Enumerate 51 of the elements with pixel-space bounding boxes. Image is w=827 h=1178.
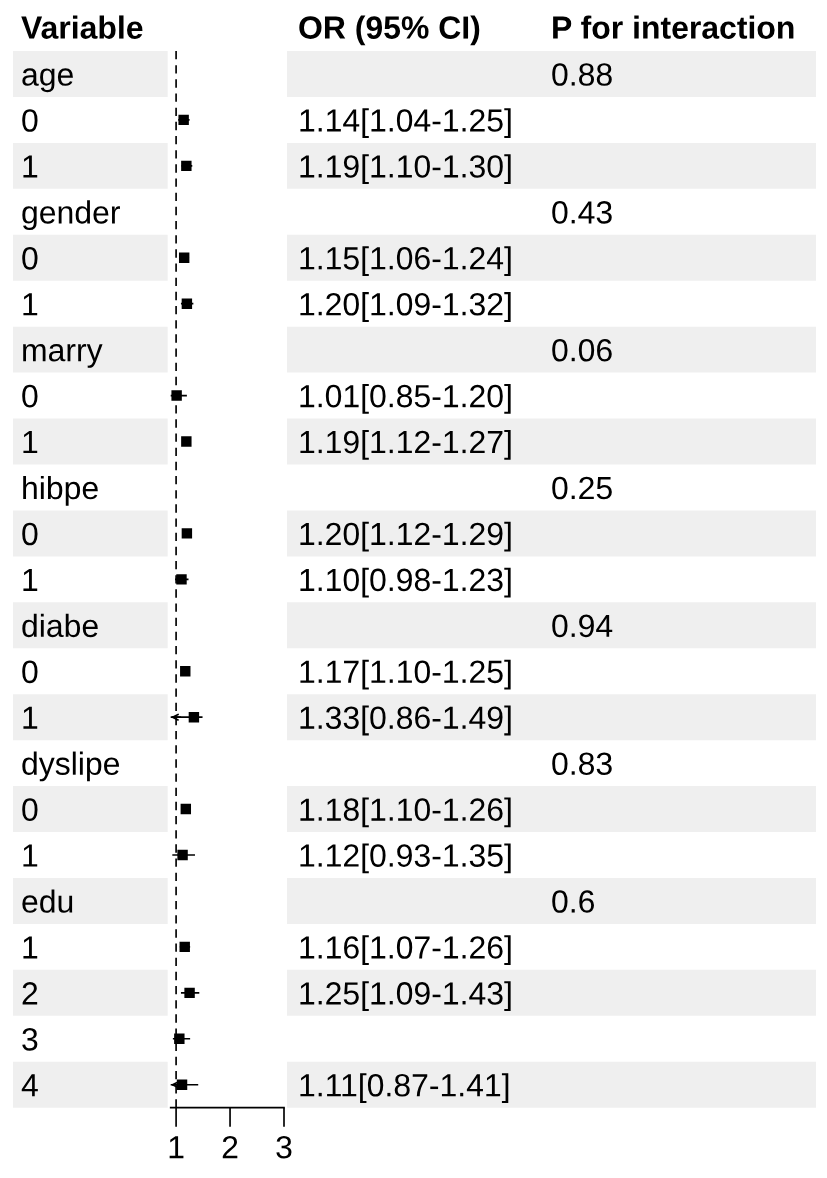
y-tick-label: marry [23,344,103,368]
y-tick-label: 1 [23,568,38,591]
data-label: 1.16[1.07-1.26] [300,935,511,966]
y-tick-label: 1 [23,155,38,178]
y-tick-label: 1 [23,293,38,316]
y-tick-label: hibpe [23,475,98,506]
y-tick-label: dyslipe [22,751,120,782]
text: OR (95% CI) [299,15,480,46]
data-label: 1.18[1.10-1.26] [300,797,511,828]
y-tick-label: 4 [21,1074,38,1097]
y-tick-label: 0 [22,247,38,270]
text: 0.6 [552,890,594,913]
text: 0.88 [552,63,612,86]
y-tick-label: 1 [23,844,38,867]
y-tick-label: 0 [22,384,38,408]
data-label: 1.01[0.85-1.20] [300,384,511,414]
y-tick-label: 1 [23,431,38,454]
data-label: 1.17[1.10-1.25] [300,659,511,690]
data-label: 1.15[1.06-1.24] [300,246,511,276]
text: 0.06 [552,338,612,362]
y-tick-label: diabe [22,613,98,638]
data-label: 1.25[1.09-1.43] [300,981,511,1012]
y-tick-label: age [22,68,73,93]
y-tick-label: 3 [22,1028,38,1051]
data-label: 1.19[1.12-1.27] [300,429,511,460]
data-label: 1.14[1.04-1.25] [300,108,511,139]
y-axis-title: Variable [21,15,143,39]
text: P for interaction [553,15,794,39]
data-label: 1.11[0.87-1.41] [300,1073,509,1103]
x-tick-label: 1 [169,1136,184,1159]
x-tick-label: 3 [276,1135,292,1159]
y-tick-label: 0 [22,660,38,684]
y-tick-label: 2 [22,982,38,1005]
y-tick-label: 1 [23,936,38,959]
text: 0.94 [552,614,613,638]
data-label: 1.20[1.09-1.32] [300,292,511,322]
y-tick-label: 0 [22,109,38,132]
y-tick-label: 0 [22,798,38,821]
data-label: 1.19[1.10-1.30] [300,154,511,185]
text: 0.43 [552,201,612,224]
y-tick-label: gender [22,200,120,231]
y-tick-label: edu [22,889,73,913]
data-label: 1.12[0.93-1.35] [300,843,511,874]
y-tick-label: 0 [22,522,38,546]
data-label: 1.33[0.86-1.49] [300,705,511,736]
y-tick-label: 1 [23,706,38,729]
data-label: 1.10[0.98-1.23] [300,567,511,598]
x-tick-label: 2 [222,1135,238,1159]
text: 0.25 [552,476,612,500]
text: 0.83 [552,752,612,776]
data-label: 1.20[1.12-1.29] [300,521,511,552]
